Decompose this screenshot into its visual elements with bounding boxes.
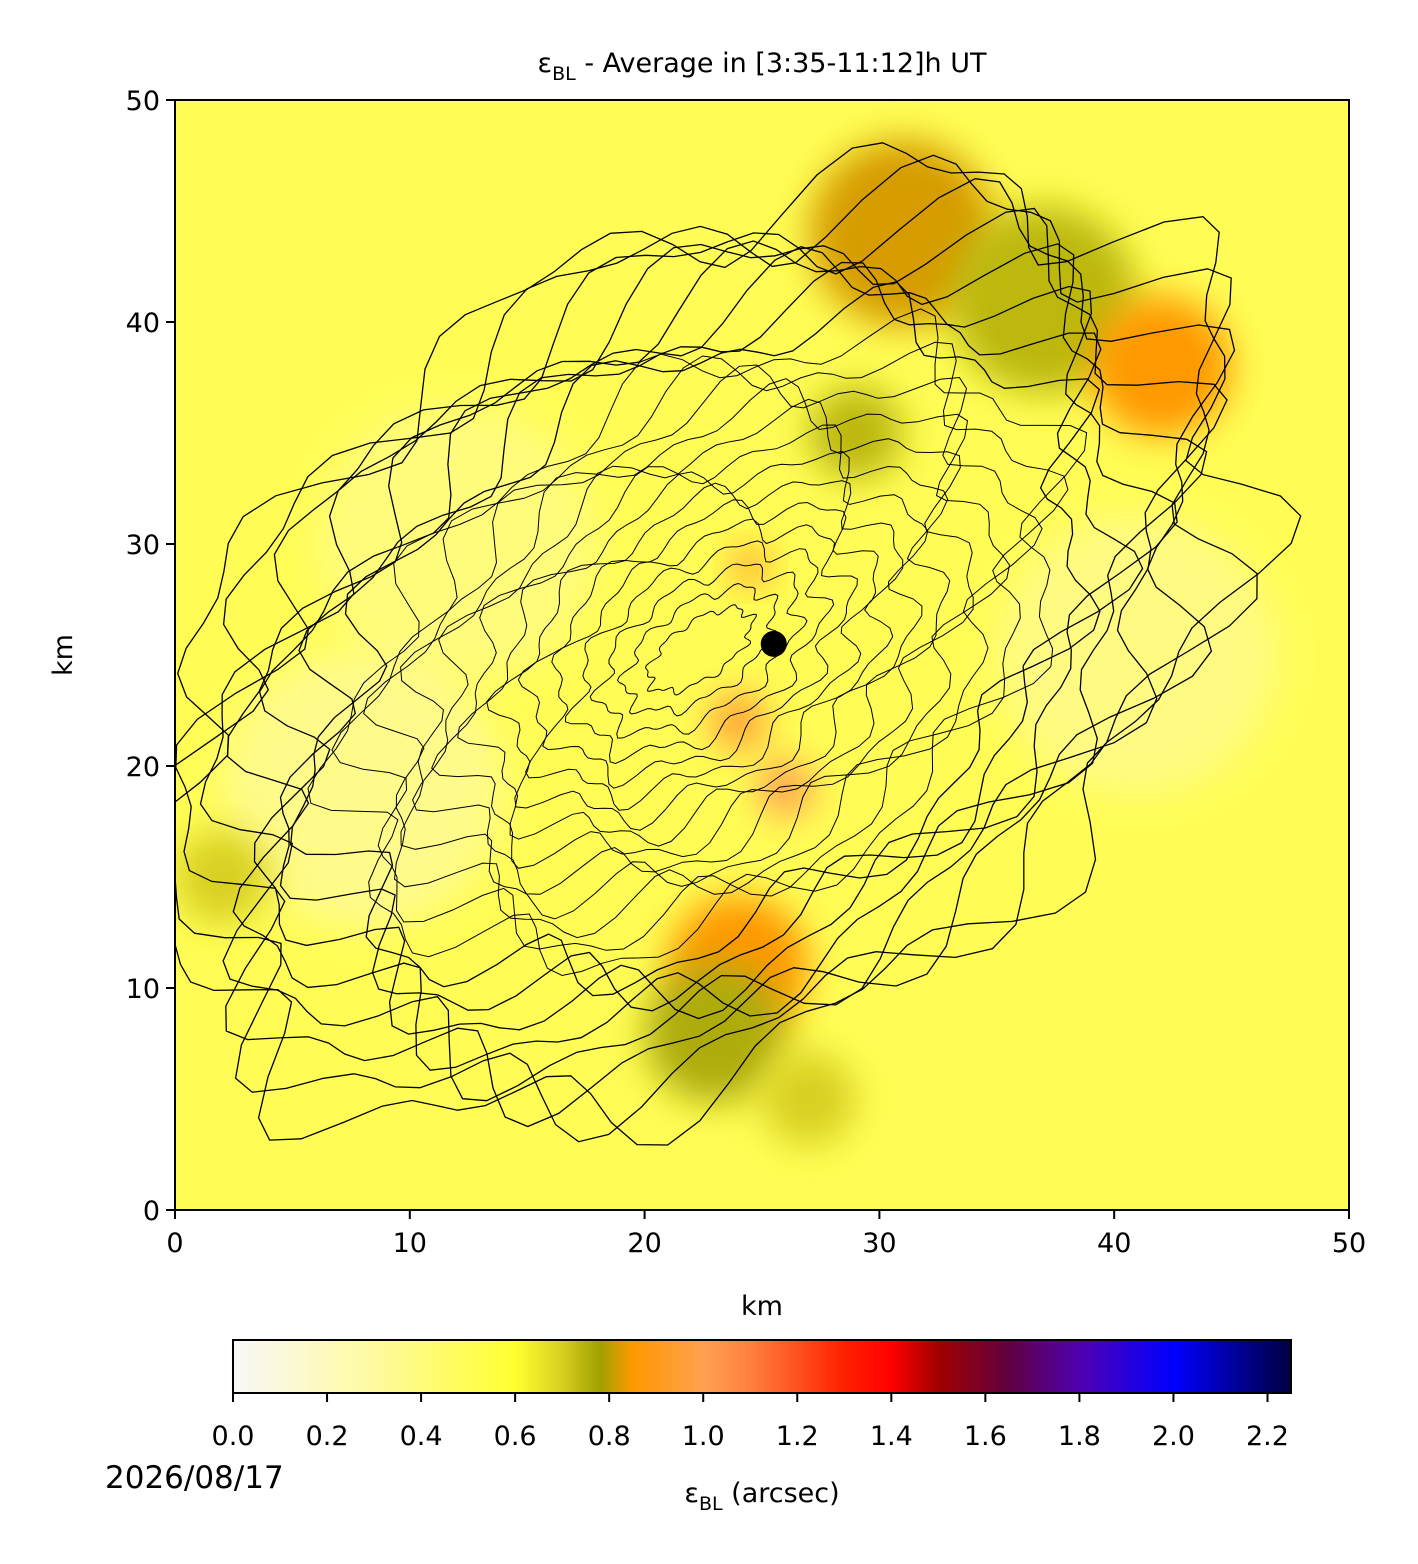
heat-region [175, 830, 269, 924]
y-axis-label: km [48, 634, 79, 676]
colorbar-tick-label: 0.2 [306, 1421, 349, 1452]
colorbar-tick-label: 1.0 [682, 1421, 725, 1452]
heat-region [762, 1052, 856, 1146]
x-axis-label: km [741, 1291, 783, 1322]
y-tick-label: 50 [126, 86, 160, 117]
colorbar-tick-label: 1.8 [1058, 1421, 1101, 1452]
cbar-text: (arcsec) [723, 1478, 840, 1509]
colorbar-tick-label: 1.4 [870, 1421, 913, 1452]
heat-region [221, 647, 504, 930]
cbar-subscript: BL [699, 1493, 723, 1515]
colorbar-tick-label: 1.6 [964, 1421, 1007, 1452]
heat-region [949, 205, 1138, 394]
colorbar: 0.0 0.2 0.4 0.6 0.8 1.0 1.2 1.4 1.6 1.8 2.0 2.2 [212, 1339, 1292, 1452]
colorbar-tick-label: 0.6 [494, 1421, 537, 1452]
heat-region [757, 760, 814, 817]
heat-region [808, 386, 903, 480]
colorbar-tick-label: 0.8 [588, 1421, 631, 1452]
heat-region [996, 514, 1279, 796]
contours [175, 142, 1302, 1146]
heat-region [731, 547, 770, 585]
y-tick-label: 20 [126, 752, 160, 783]
site-marker [760, 630, 787, 657]
x-tick-label: 30 [862, 1228, 896, 1259]
heat-region [710, 693, 767, 750]
cbar-symbol: ε [684, 1478, 699, 1509]
title-text: - Average in [3:35-11:12]h UT [576, 48, 987, 79]
heat-region [808, 139, 997, 328]
x-tick-label: 0 [166, 1228, 183, 1259]
y-tick-label: 0 [143, 1196, 160, 1227]
x-tick-label: 40 [1097, 1228, 1131, 1259]
y-tick-label: 40 [126, 308, 160, 339]
date: 2026/08/17 [105, 1460, 284, 1496]
axes: 0 10 20 30 40 50 0 10 20 30 40 50 [126, 86, 1367, 1259]
colorbar-tick-label: 0.4 [400, 1421, 443, 1452]
chart-title: εBL - Average in [3:35-11:12]h UT [538, 48, 988, 85]
colorbar-scale [232, 1339, 1292, 1394]
x-tick-label: 50 [1332, 1228, 1366, 1259]
heat-region [315, 403, 598, 685]
colorbar-tick-label: 2.2 [1246, 1421, 1289, 1452]
y-tick-label: 10 [126, 974, 160, 1005]
colorbar-tick-label: 0.0 [212, 1421, 255, 1452]
heatmap [175, 100, 1349, 1210]
colorbar-tick-label: 1.2 [776, 1421, 819, 1452]
title-symbol: ε [538, 48, 553, 79]
x-tick-label: 10 [393, 1228, 427, 1259]
colorbar-label: εBL (arcsec) [684, 1478, 839, 1515]
heat-region [1090, 295, 1232, 437]
x-tick-label: 20 [627, 1228, 661, 1259]
plot-frame [174, 99, 1350, 1211]
y-tick-label: 30 [126, 530, 160, 561]
colorbar-tick-label: 2.0 [1152, 1421, 1195, 1452]
title-subscript: BL [552, 63, 576, 85]
